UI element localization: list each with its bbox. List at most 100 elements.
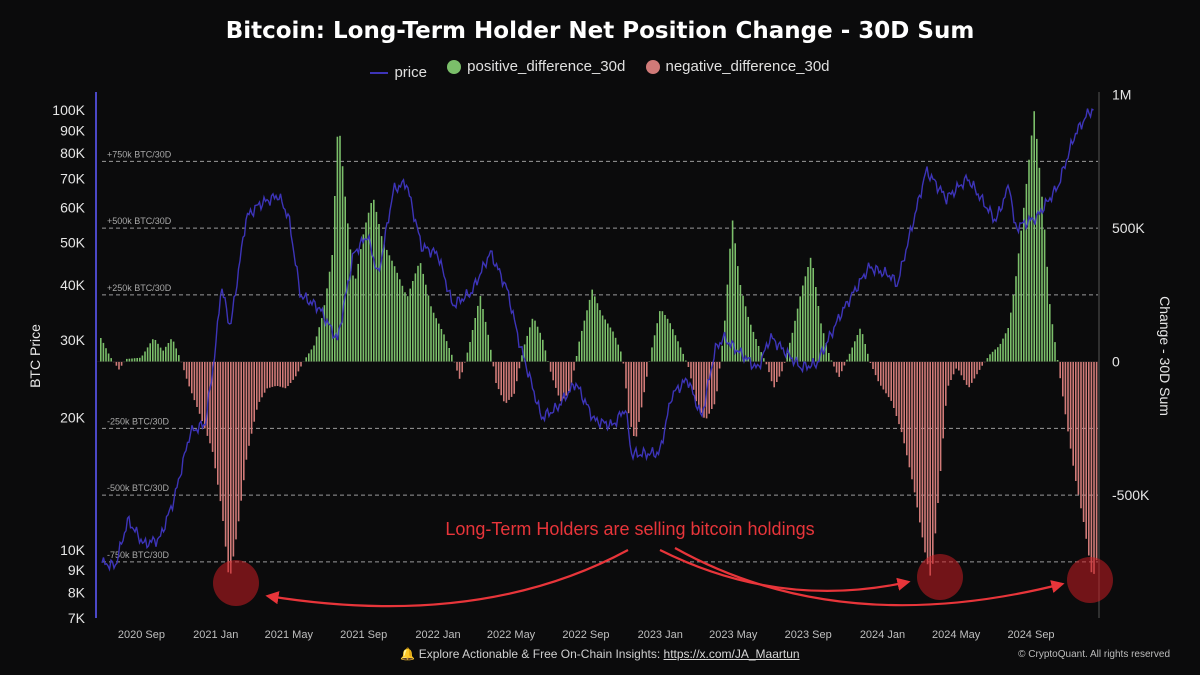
negative-bar-57: [248, 361, 250, 446]
negative-bar-53: [237, 361, 240, 522]
positive-bar-142: [469, 342, 471, 362]
negative-bar-75: [295, 361, 297, 377]
negative-bar-371: [1064, 361, 1067, 415]
positive-bar-163: [523, 344, 526, 362]
positive-bar-289: [851, 347, 853, 362]
legend-item-positive[interactable]: positive_difference_30d: [447, 58, 625, 75]
left-tick-label-4: 20K: [60, 410, 86, 426]
positive-bar-164: [526, 335, 528, 362]
chart-title: Bitcoin: Long-Term Holder Net Position C…: [225, 18, 975, 44]
positive-bar-108: [380, 236, 383, 362]
positive-bar-83: [315, 336, 318, 362]
positive-bar-355: [1023, 207, 1025, 362]
legend-item-price[interactable]: price: [370, 64, 427, 81]
negative-bar-226: [687, 361, 690, 367]
x-tick-label-0: 2020 Sep: [118, 629, 165, 641]
negative-bar-68: [276, 361, 279, 386]
negative-bar-8: [120, 361, 123, 366]
positive-bar-267: [794, 320, 796, 362]
price-line: [101, 108, 1094, 572]
positive-bar-275: [815, 287, 817, 362]
negative-bar-234: [708, 361, 710, 414]
positive-bar-354: [1020, 230, 1022, 362]
x-tick-label-10: 2024 Jan: [860, 629, 905, 641]
positive-bar-2: [105, 348, 107, 362]
positive-bar-243: [731, 220, 734, 362]
negative-bar-178: [562, 361, 565, 399]
legend-item-negative[interactable]: negative_difference_30d: [645, 58, 830, 75]
positive-bar-150: [490, 349, 492, 362]
negative-bar-301: [882, 361, 885, 390]
negative-bar-262: [781, 361, 783, 372]
left-tick-label-10: 80K: [60, 145, 86, 161]
positive-bar-223: [679, 347, 682, 362]
negative-bar-330: [958, 361, 960, 371]
negative-bar-61: [258, 361, 261, 402]
selling-highlight-circle-1: [917, 554, 963, 600]
negative-bar-335: [971, 361, 973, 383]
positive-bar-190: [594, 296, 596, 362]
negative-bar-316: [921, 361, 924, 538]
negative-bar-370: [1062, 361, 1064, 397]
positive-bar-253: [757, 346, 760, 362]
positive-bar-167: [534, 320, 536, 362]
positive-bar-28: [172, 341, 175, 362]
positive-bar-105: [373, 199, 375, 362]
negative-bar-137: [456, 361, 458, 371]
positive-bar-368: [1056, 360, 1059, 362]
copyright: © CryptoQuant. All rights reserved: [1018, 649, 1170, 660]
negative-bar-308: [900, 361, 903, 433]
positive-bar-265: [789, 342, 791, 362]
negative-bar-48: [224, 361, 227, 547]
negative-bar-49: [227, 361, 229, 573]
x-tick-label-1: 2021 Jan: [193, 629, 238, 641]
positive-bar-344: [994, 349, 996, 362]
positive-bar-278: [822, 333, 825, 362]
negative-bar-228: [692, 361, 695, 390]
positive-bar-131: [440, 329, 443, 362]
annotation-arrow-2: [674, 547, 1065, 607]
negative-bar-232: [703, 361, 705, 418]
x-tick-label-11: 2024 May: [932, 629, 981, 641]
positive-bar-343: [991, 351, 994, 362]
negative-bar-39: [201, 361, 203, 422]
negative-bar-297: [872, 361, 874, 369]
positive-bar-191: [596, 303, 599, 362]
negative-bar-284: [838, 361, 840, 377]
positive-bar-125: [425, 284, 427, 362]
positive-bar-341: [986, 358, 989, 362]
positive-bar-280: [828, 353, 830, 362]
reference-line-label-5: -750k BTC/30D: [107, 550, 170, 560]
negative-bar-6: [115, 361, 118, 366]
positive-bar-295: [867, 353, 869, 362]
positive-bar-293: [861, 334, 864, 362]
positive-bar-81: [310, 349, 313, 362]
negative-bar-312: [911, 361, 913, 480]
negative-bar-7: [118, 361, 120, 370]
negative-bar-37: [196, 361, 198, 407]
positive-bar-90: [334, 196, 336, 362]
positive-bar-109: [383, 244, 385, 362]
negative-bar-181: [570, 361, 573, 385]
negative-bar-151: [492, 361, 495, 367]
positive-bar-79: [305, 357, 307, 362]
positive-bar-127: [430, 306, 432, 362]
positive-bar-165: [529, 327, 531, 362]
x-tick-label-6: 2022 Sep: [562, 629, 609, 641]
positive-bar-244: [734, 243, 736, 362]
negative-bar-283: [835, 361, 838, 373]
negative-bar-174: [552, 361, 554, 381]
positive-bar-274: [812, 268, 814, 362]
negative-bar-180: [568, 361, 570, 393]
positive-bar-143: [471, 330, 474, 362]
footer-link[interactable]: https://x.com/JA_Maartun: [663, 647, 800, 661]
negative-bar-209: [643, 361, 645, 393]
negative-bar-159: [513, 361, 515, 394]
positive-bar-199: [617, 344, 619, 362]
positive-bar-14: [136, 358, 138, 362]
positive-bar-273: [809, 257, 812, 362]
positive-bar-185: [581, 330, 583, 362]
positive-bar-13: [133, 358, 136, 362]
negative-bar-76: [297, 361, 300, 372]
positive-bar-94: [344, 196, 346, 362]
